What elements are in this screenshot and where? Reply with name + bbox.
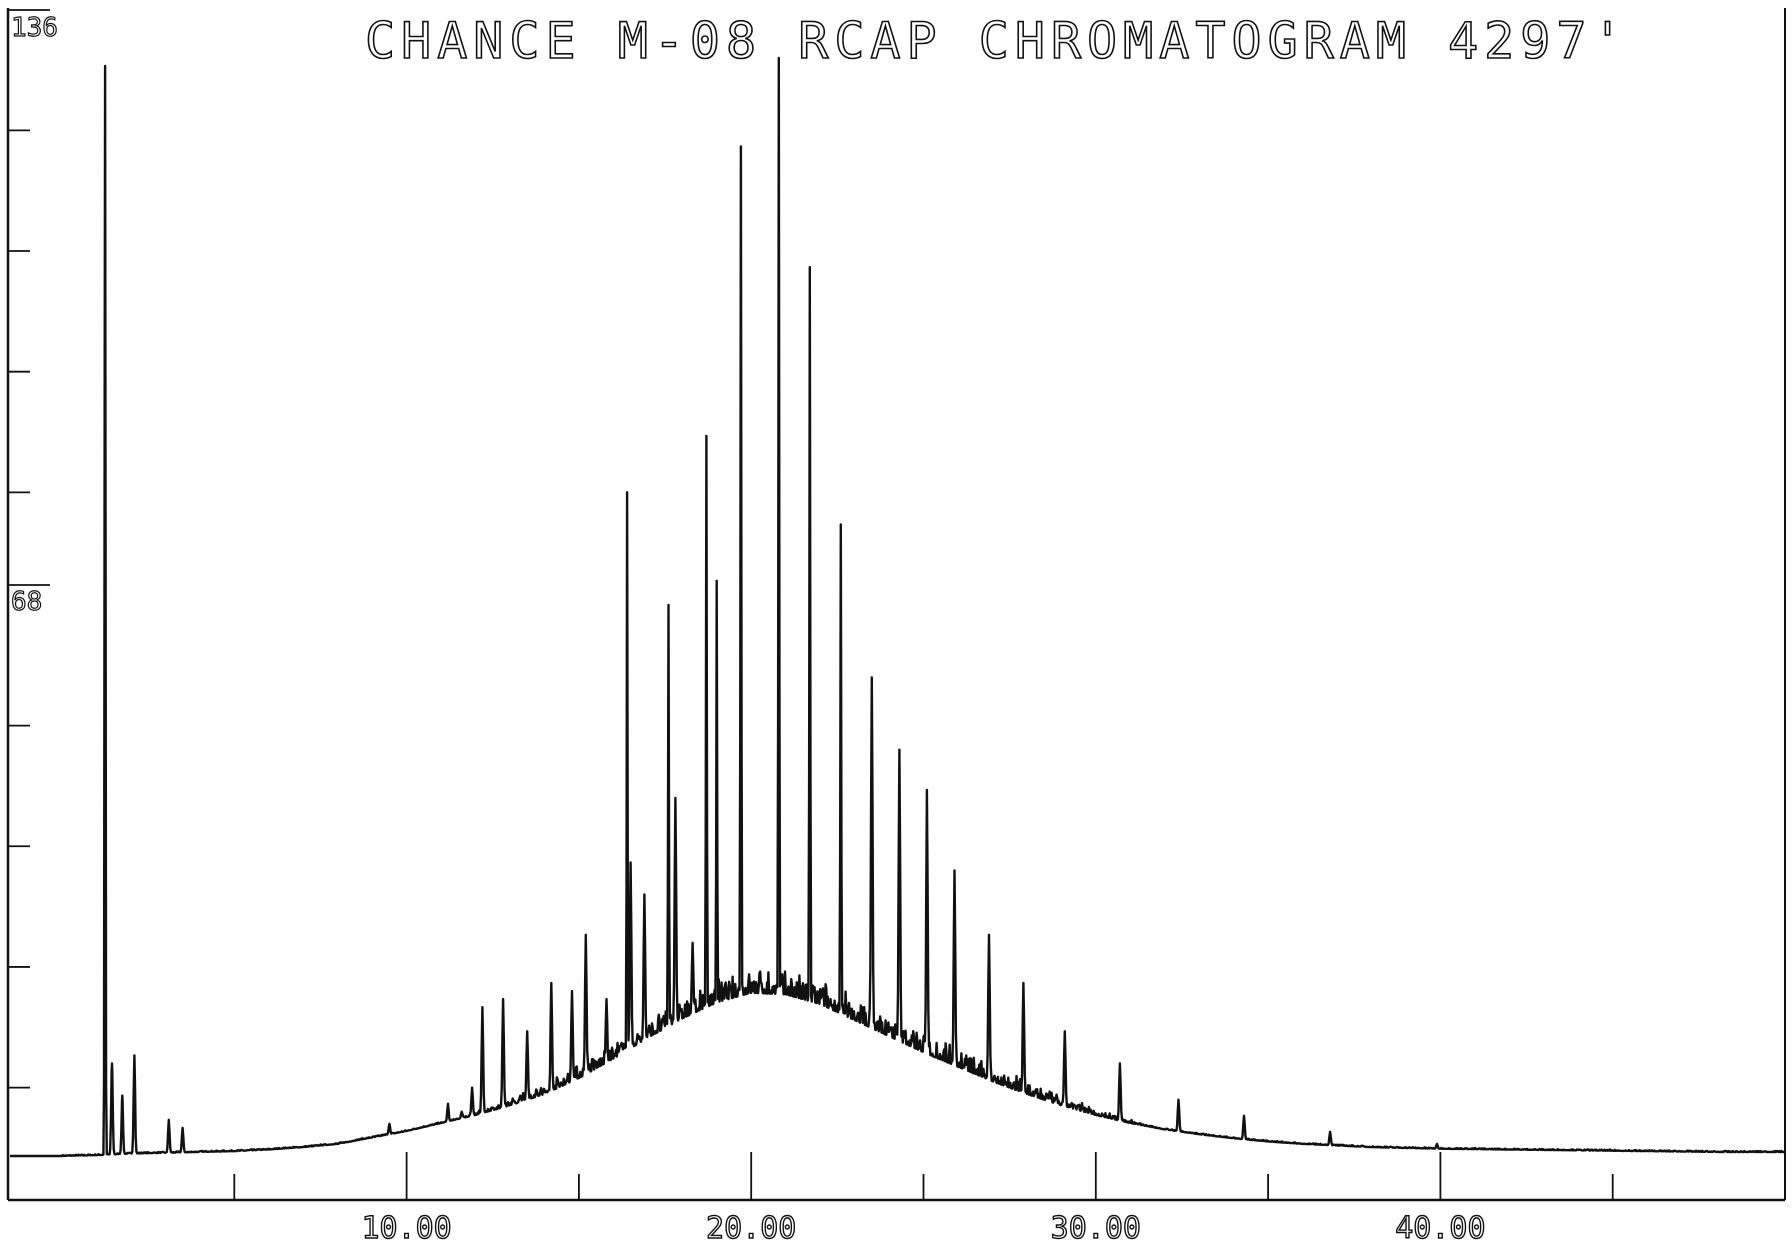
y-axis: 136 68 xyxy=(8,9,59,1089)
chromatogram-trace xyxy=(10,56,1786,1158)
plot-frame xyxy=(6,8,1786,1202)
x-tick-label: 20.00 xyxy=(706,1211,796,1243)
x-axis: 10.00 20.00 30.00 40.00 xyxy=(233,1152,1614,1243)
chart-title: CHANCE M-08 RCAP CHROMATOGRAM 4297' xyxy=(365,12,1629,70)
x-tick-label: 40.00 xyxy=(1395,1211,1485,1243)
x-tick-label: 10.00 xyxy=(361,1211,451,1243)
y-tick-label: 136 xyxy=(11,13,58,43)
y-tick-label: 68 xyxy=(11,587,42,617)
x-tick-label: 30.00 xyxy=(1051,1211,1141,1243)
